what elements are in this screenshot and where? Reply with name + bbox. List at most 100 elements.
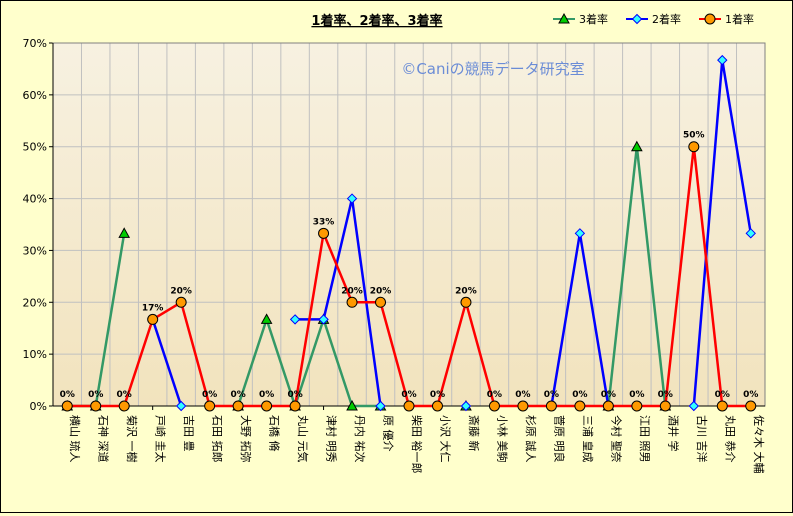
x-tick-label: 戸崎 圭太 (154, 415, 168, 463)
x-tick-label: 江田 照男 (638, 415, 651, 463)
legend-label: 3着率 (579, 12, 608, 26)
marker-diamond (574, 228, 586, 239)
x-tick-label: 津村 明秀 (325, 415, 339, 463)
y-tick-label: 30% (23, 244, 47, 257)
marker-circle (118, 400, 130, 412)
x-tick-label: 石橋 脩 (268, 415, 282, 452)
marker-triangle (346, 399, 358, 411)
data-label: 0% (60, 390, 75, 400)
marker-diamond (289, 314, 301, 325)
marker-circle (90, 400, 102, 412)
data-labels: 0% 0% 0% 17% 20% 0% 0% 0% 0% 33% 20% 20% 0% 0% 20% 0% 0%… (60, 131, 759, 400)
data-label: 0% (658, 390, 673, 400)
x-tick-label: 菅原 明良 (552, 415, 566, 463)
data-label: 0% (230, 390, 245, 400)
data-label: 20% (170, 286, 192, 296)
x-tick-label: 三浦 皇成 (581, 415, 595, 463)
marker-circle (403, 400, 415, 412)
legend-item: 1着率 (699, 12, 754, 26)
y-tick-label: 50% (23, 141, 47, 154)
data-label: 0% (487, 390, 502, 400)
x-tick-label: 斎藤 新 (467, 415, 481, 452)
y-tick-label: 70% (23, 37, 47, 50)
marker-circle (704, 13, 716, 25)
marker-circle (631, 400, 643, 412)
marker-circle (745, 400, 757, 412)
marker-circle (602, 400, 614, 412)
x-tick-label: 石田 拓郎 (211, 415, 225, 463)
marker-circle (232, 400, 244, 412)
y-tick-label: 60% (23, 89, 47, 102)
data-label: 0% (544, 390, 559, 400)
legend-item: 3着率 (553, 12, 608, 26)
marker-circle (659, 400, 671, 412)
marker-diamond (717, 54, 728, 66)
marker-circle (204, 400, 216, 412)
data-label: 20% (341, 286, 363, 296)
marker-circle (517, 400, 529, 412)
marker-circle (460, 296, 472, 308)
data-label: 0% (572, 390, 587, 400)
marker-triangle (260, 313, 273, 324)
watermark: ©Caniの競馬データ研究室 (401, 60, 584, 78)
legend: 3着率 2着率 1着率 (553, 12, 754, 26)
marker-triangle (118, 227, 131, 238)
marker-diamond (318, 314, 329, 325)
x-tick-label: 古川 吉洋 (695, 415, 709, 463)
x-tick-label: 大野 拓弥 (239, 415, 253, 463)
x-tick-label: 小沢 大仁 (438, 415, 452, 463)
marker-diamond (375, 400, 386, 412)
marker-circle (688, 141, 700, 153)
marker-circle (431, 400, 443, 412)
marker-circle (716, 400, 728, 412)
marker-circle (545, 400, 557, 412)
series-1着率 (61, 141, 757, 412)
data-label: 0% (259, 390, 274, 400)
data-label: 0% (515, 390, 530, 400)
marker-diamond (346, 193, 358, 204)
x-tick-label: 丸山 元気 (296, 415, 310, 463)
marker-circle (488, 400, 500, 412)
legend-label: 1着率 (725, 12, 754, 26)
marker-triangle (630, 140, 643, 152)
data-label: 33% (313, 217, 335, 227)
data-label: 0% (715, 390, 730, 400)
y-tick-label: 0% (30, 400, 47, 413)
x-tick-label: 今村 聖奈 (609, 415, 623, 463)
x-tick-label: 丹内 祐次 (353, 415, 367, 463)
marker-circle (61, 400, 73, 412)
marker-diamond (745, 228, 756, 239)
data-label: 0% (430, 390, 445, 400)
x-tick-label: 吉田 豊 (182, 415, 195, 452)
marker-diamond (175, 400, 187, 412)
x-tick-label: 菊沢 一樹 (125, 415, 139, 463)
data-label: 0% (287, 390, 302, 400)
series-line (151, 319, 183, 407)
x-tick-label: 原 優介 (382, 415, 395, 452)
x-tick-label: 石神 深道 (97, 415, 111, 463)
y-tick-label: 20% (23, 296, 47, 309)
y-tick-label: 10% (23, 348, 47, 361)
marker-circle (261, 400, 273, 412)
legend-label: 2着率 (652, 12, 681, 26)
y-tick-label: 40% (23, 193, 47, 206)
series (61, 54, 757, 412)
data-label: 0% (743, 390, 758, 400)
marker-circle (375, 296, 387, 308)
marker-circle (574, 400, 586, 412)
series-line (236, 315, 381, 411)
data-label: 50% (683, 131, 705, 141)
marker-diamond (631, 13, 643, 25)
x-tick-label: 小林 美駒 (495, 415, 509, 463)
marker-circle (318, 227, 330, 239)
marker-circle (175, 296, 187, 308)
marker-circle (346, 296, 358, 308)
chart-title: 1着率、2着率、3着率 (311, 13, 442, 29)
data-label: 0% (117, 390, 132, 400)
data-label: 0% (202, 390, 217, 400)
marker-diamond (688, 400, 700, 412)
data-label: 17% (142, 303, 164, 313)
data-label: 20% (370, 286, 392, 296)
